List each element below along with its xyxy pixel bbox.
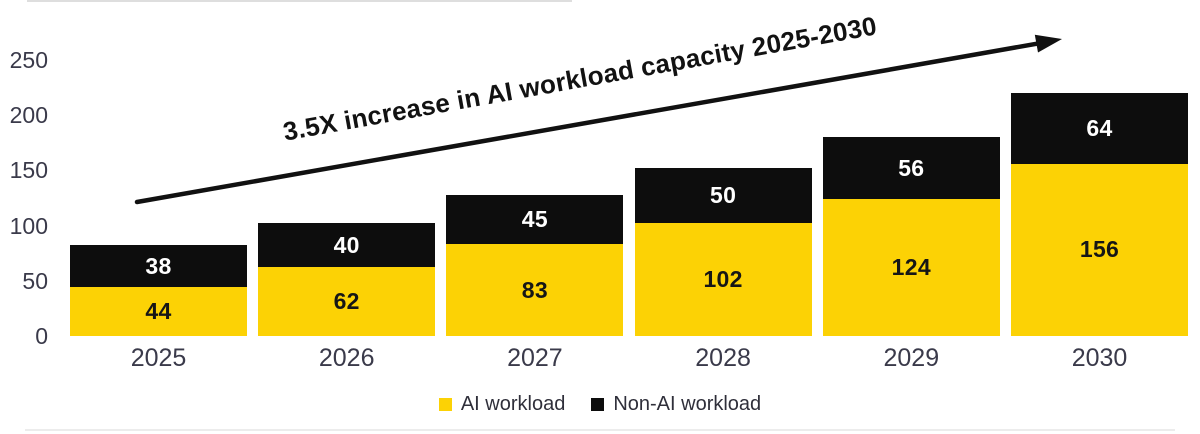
bar-value-label: 56 bbox=[898, 154, 925, 181]
bar-segment-2027-non-ai-workload: 45 bbox=[446, 194, 624, 245]
bar-segment-2030-non-ai-workload: 64 bbox=[1011, 92, 1188, 164]
trend-annotation-text: 3.5X increase in AI workload capacity 20… bbox=[280, 10, 880, 147]
bar-segment-2026-ai-workload: 62 bbox=[258, 267, 436, 336]
y-axis-tick-0: 0 bbox=[35, 323, 48, 349]
legend-swatch-icon bbox=[591, 398, 605, 411]
bar-value-label: 45 bbox=[521, 205, 548, 232]
y-axis-tick-150: 150 bbox=[9, 157, 48, 184]
y-axis-tick-250: 250 bbox=[9, 46, 48, 73]
legend-item-ai-workload: AI workload bbox=[438, 393, 566, 416]
bar-segment-2025-ai-workload: 44 bbox=[70, 287, 247, 336]
bar-segment-2030-ai-workload: 156 bbox=[1011, 163, 1188, 336]
x-axis-label-2027: 2027 bbox=[507, 344, 563, 372]
bar-value-label: 83 bbox=[521, 276, 548, 303]
bar-segment-2029-ai-workload: 124 bbox=[822, 198, 1000, 336]
y-axis-tick-50: 50 bbox=[22, 267, 48, 294]
bar-segment-2027-ai-workload: 83 bbox=[446, 244, 624, 336]
legend: AI workload Non-AI workload bbox=[0, 393, 1200, 416]
bar-value-label: 64 bbox=[1086, 114, 1113, 141]
x-axis-label-2028: 2028 bbox=[695, 344, 751, 372]
bar-value-label: 40 bbox=[333, 231, 360, 258]
legend-label: AI workload bbox=[460, 393, 566, 415]
x-axis-label-2030: 2030 bbox=[1071, 344, 1128, 372]
bar-value-label: 62 bbox=[333, 288, 360, 315]
legend-item-non-ai-workload: Non-AI workload bbox=[591, 393, 761, 416]
bar-value-label: 44 bbox=[145, 298, 172, 325]
legend-label: Non-AI workload bbox=[613, 393, 762, 415]
bar-segment-2025-non-ai-workload: 38 bbox=[70, 245, 247, 288]
y-axis-tick-100: 100 bbox=[9, 212, 48, 239]
bar-value-label: 156 bbox=[1079, 236, 1120, 263]
bar-value-label: 102 bbox=[703, 266, 743, 293]
x-axis-label-2029: 2029 bbox=[883, 344, 940, 372]
bar-segment-2028-non-ai-workload: 50 bbox=[634, 168, 812, 224]
bar-value-label: 38 bbox=[145, 252, 172, 279]
legend-swatch-icon bbox=[438, 398, 452, 411]
y-axis-tick-200: 200 bbox=[9, 102, 48, 128]
top-divider-line bbox=[27, 0, 572, 2]
bar-value-label: 50 bbox=[710, 182, 737, 209]
bottom-divider-line bbox=[25, 429, 1175, 431]
bar-segment-2029-non-ai-workload: 56 bbox=[822, 137, 1000, 199]
bar-segment-2026-non-ai-workload: 40 bbox=[258, 223, 436, 268]
bar-value-label: 124 bbox=[891, 253, 931, 280]
x-axis-label-2026: 2026 bbox=[318, 344, 375, 372]
bar-segment-2028-ai-workload: 102 bbox=[634, 223, 812, 336]
x-axis-label-2025: 2025 bbox=[130, 344, 187, 372]
